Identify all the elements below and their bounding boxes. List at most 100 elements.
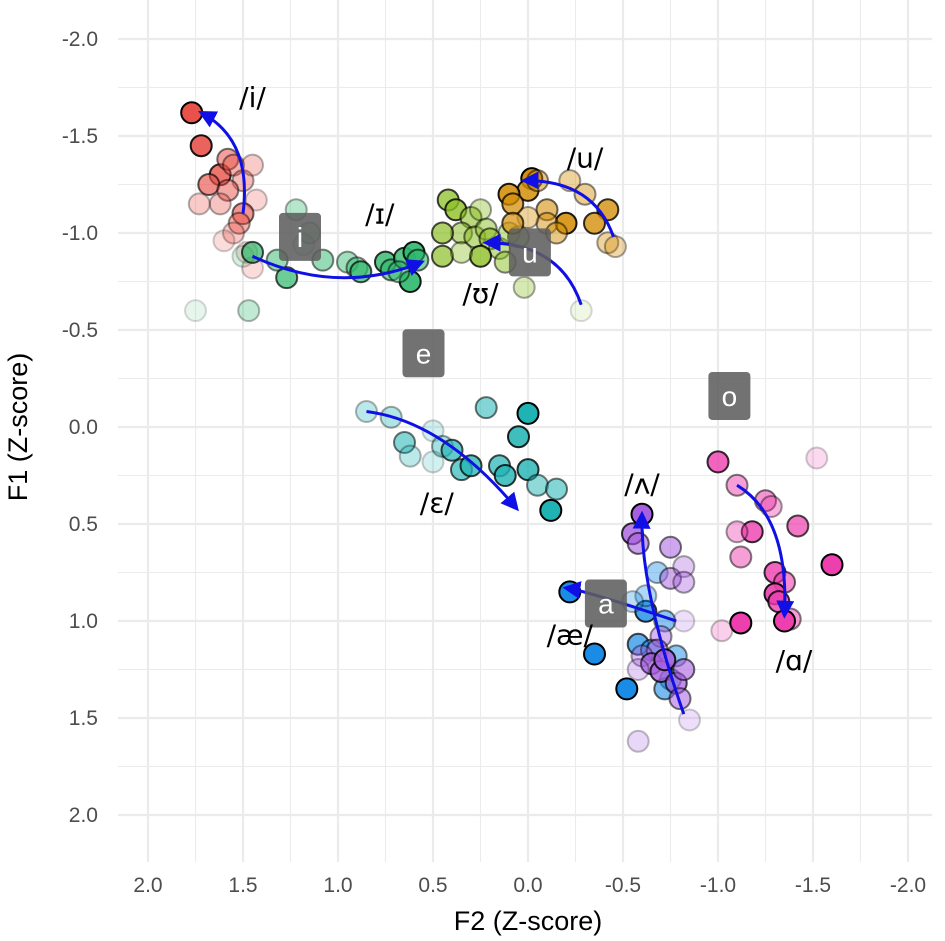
data-point-æ <box>615 677 639 701</box>
y-axis-ticks: -2.0 -1.5 -1.0 -0.5 0.0 0.5 1.0 1.5 2.0 <box>62 28 98 827</box>
data-point-ɪ <box>184 299 207 323</box>
data-point-ʊ <box>469 244 492 268</box>
data-point-ʊ <box>431 221 454 245</box>
svg-text:o: o <box>722 381 738 412</box>
vowel-label: /ɑ/ <box>776 644 813 677</box>
data-point-ɑ <box>706 450 730 474</box>
vowel-label: /æ/ <box>547 619 594 652</box>
data-point-ʌ <box>659 566 682 590</box>
x-axis-ticks: 2.0 1.5 1.0 0.5 0.0 -0.5 -1.0 -1.5 -2.0 <box>133 874 926 897</box>
x-tick-label: 0.5 <box>418 874 447 897</box>
key-label-e: e <box>402 329 445 378</box>
data-point-ɪ <box>349 260 373 284</box>
data-point-ɪ <box>275 266 299 290</box>
trajectory-arrow-ɪ <box>251 254 425 280</box>
y-tick-label: -1.0 <box>62 222 98 245</box>
trajectory-arrow-i <box>198 111 246 214</box>
data-point-ɑ <box>729 545 753 569</box>
key-labels: i u e o a <box>279 212 751 628</box>
data-point-ʊ <box>469 198 492 222</box>
trajectory-arrow-u <box>520 171 615 238</box>
data-point-u <box>603 235 627 259</box>
vowel-label: /ɪ/ <box>365 198 395 231</box>
svg-text:i: i <box>297 222 303 253</box>
data-point-u <box>583 211 606 235</box>
key-label-i: i <box>279 212 321 261</box>
data-point-ɑ <box>805 446 829 470</box>
data-point-ʌ <box>672 570 696 594</box>
data-point-ʌ <box>626 658 650 681</box>
trajectory-arrow-ɑ <box>736 483 795 619</box>
x-tick-label: 2.0 <box>133 874 162 897</box>
key-label-o: o <box>708 371 751 420</box>
data-point-ɛ <box>493 464 517 487</box>
x-tick-label: 0.0 <box>513 874 542 897</box>
data-point-ɛ <box>474 396 498 420</box>
trajectory-arrow-ʌ <box>632 510 686 715</box>
y-tick-label: -0.5 <box>62 319 98 342</box>
data-point-ʌ <box>626 531 650 555</box>
data-point-i <box>227 211 251 235</box>
vowel-labels: /i/ /ɪ/ /ʊ/ /u/ /ɛ/ /ʌ/ /æ/ /ɑ/ <box>239 81 813 677</box>
x-tick-label: 1.5 <box>228 874 257 897</box>
data-point-ɑ <box>740 520 764 544</box>
y-tick-label: 2.0 <box>69 804 98 827</box>
data-point-i <box>241 153 264 177</box>
data-point-ʊ <box>569 299 593 323</box>
data-point-æ <box>558 580 582 604</box>
data-point-ɛ <box>539 498 563 522</box>
vowel-label: /i/ <box>239 81 266 114</box>
y-tick-label: 0.0 <box>69 416 98 439</box>
data-point-ɑ <box>710 619 734 643</box>
data-point-i <box>244 188 268 212</box>
data-point-ɛ <box>526 473 549 497</box>
data-point-ʊ <box>431 244 454 268</box>
data-point-i <box>216 178 240 202</box>
data-point-ɛ <box>516 401 540 425</box>
x-tick-label: -1.5 <box>795 874 831 897</box>
y-tick-label: 1.5 <box>69 707 98 730</box>
trajectory-arrow-ɛ <box>366 409 519 512</box>
grid <box>118 0 932 862</box>
data-point-ɛ <box>393 431 416 455</box>
data-point-æ <box>583 642 606 666</box>
vowel-label: /ɛ/ <box>420 487 455 520</box>
svg-text:u: u <box>522 237 538 268</box>
key-label-u: u <box>508 228 551 277</box>
y-tick-label: 0.5 <box>69 513 98 536</box>
data-point-ɛ <box>459 454 483 478</box>
data-point-ʌ <box>672 658 696 681</box>
x-tick-label: -2.0 <box>890 874 926 897</box>
y-tick-label: -2.0 <box>62 28 98 51</box>
data-point-ʌ <box>626 729 650 753</box>
y-tick-label: -1.5 <box>62 125 98 148</box>
data-point-ʌ <box>659 535 682 559</box>
data-point-i <box>216 147 240 171</box>
data-point-i <box>212 229 236 253</box>
data-point-ɛ <box>507 425 530 449</box>
svg-text:e: e <box>416 338 432 369</box>
vowel-label: /ʌ/ <box>624 467 660 500</box>
data-point-i <box>222 221 245 245</box>
data-point-i <box>197 173 221 196</box>
trajectory-arrows <box>198 111 795 715</box>
data-point-i <box>187 192 211 216</box>
vowel-label: /u/ <box>567 141 604 174</box>
x-tick-label: 1.0 <box>323 874 352 897</box>
vowel-label: /ʊ/ <box>462 277 499 310</box>
data-point-ʌ <box>672 555 696 579</box>
x-axis-title: F2 (Z-score) <box>454 906 603 936</box>
data-point-ɑ <box>820 553 844 577</box>
svg-text:a: a <box>598 589 614 620</box>
data-point-ɛ <box>545 477 568 501</box>
data-point-ɑ <box>725 520 749 544</box>
data-point-ɛ <box>398 444 422 468</box>
x-tick-label: -0.5 <box>605 874 641 897</box>
data-point-ɪ <box>237 299 261 323</box>
y-tick-label: 1.0 <box>69 610 98 633</box>
key-label-a: a <box>584 579 627 628</box>
data-point-i <box>208 192 232 216</box>
data-point-ʊ <box>512 275 536 299</box>
data-point-ʌ <box>672 609 696 633</box>
